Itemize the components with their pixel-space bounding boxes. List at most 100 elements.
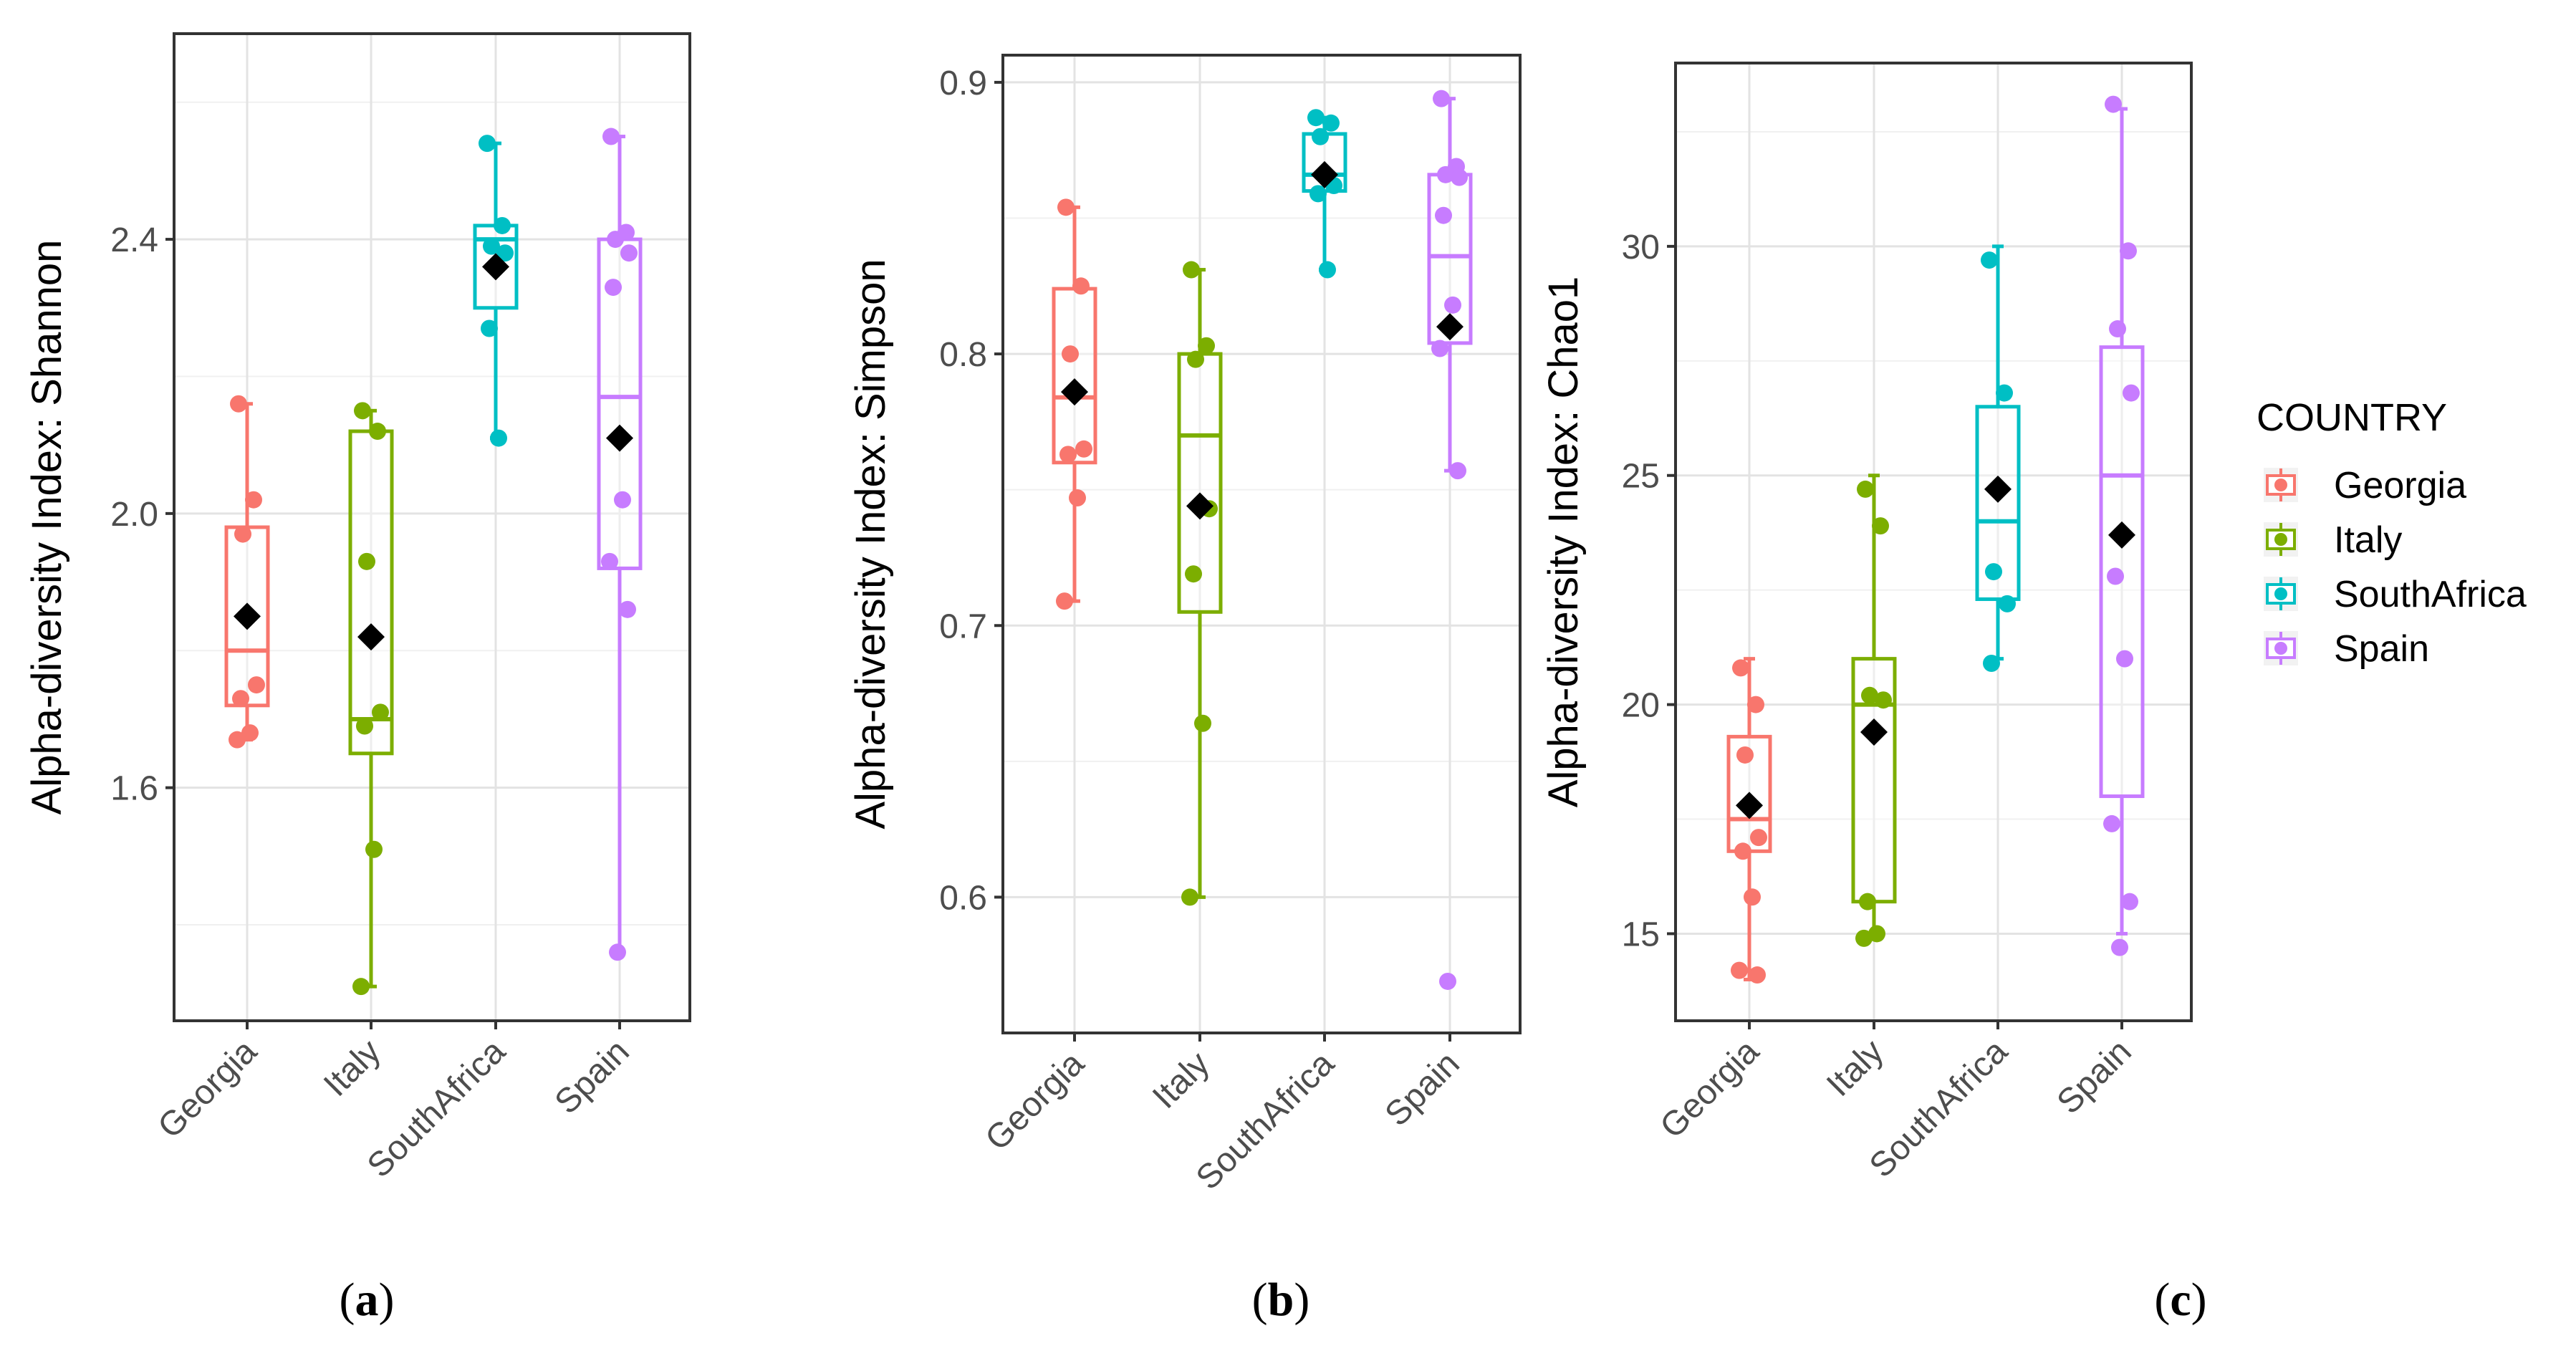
data-point [1731, 961, 1748, 979]
data-point [1069, 489, 1086, 507]
box-Georgia [1052, 205, 1097, 603]
data-point [1736, 746, 1754, 764]
chart-panel-b: 0.6 0.7 0.8 0.9 Alpha-diversity Index: Simps… [847, 54, 1522, 1197]
data-point [1194, 714, 1211, 732]
data-point [1439, 972, 1456, 990]
data-point [601, 552, 618, 570]
y-tick-label: 15 [1622, 915, 1660, 953]
data-point [1187, 350, 1204, 368]
data-point [2107, 567, 2124, 585]
data-point [494, 216, 511, 234]
data-point [1075, 440, 1092, 458]
box-iqr [348, 429, 394, 756]
chart-panel-a: 1.6 2.0 2.4 Alpha-diversity Index: Shannon G… [24, 32, 691, 1185]
data-point [1062, 345, 1079, 363]
mean-marker [1436, 313, 1464, 341]
box-SouthAfrica [473, 141, 519, 441]
x-tick-label: Georgia [1653, 1032, 1767, 1145]
legend-key-point [2274, 642, 2287, 655]
legend-item-SouthAfrica: SouthAfrica [2264, 574, 2527, 615]
data-point [607, 231, 624, 249]
mean-marker [1311, 160, 1338, 188]
data-point [1744, 888, 1761, 906]
data-point [1750, 829, 1767, 847]
legend-label: Georgia [2334, 465, 2466, 506]
legend-key-point [2274, 533, 2287, 546]
data-point [1875, 691, 1892, 709]
data-point [1857, 480, 1874, 498]
data-point [1859, 893, 1876, 910]
mean-marker [2108, 521, 2135, 549]
data-point [1056, 592, 1073, 610]
data-point [2109, 320, 2126, 338]
data-point [1872, 517, 1889, 535]
data-point [1435, 206, 1452, 224]
data-point [356, 717, 373, 735]
chart-panel-c: 15 20 25 30 Alpha-diversity Index: Chao1 Geor… [1540, 62, 2193, 1185]
data-point [1185, 565, 1202, 583]
plot-border [1674, 62, 2193, 1022]
y-tick-label: 0.8 [939, 336, 987, 374]
data-point [1451, 168, 1468, 186]
data-point [1309, 185, 1327, 203]
y-tick-label: 1.6 [110, 770, 158, 808]
box-Spain [1427, 97, 1473, 473]
x-tick-label: Spain [1378, 1044, 1466, 1133]
y-axis-title: Alpha-diversity Index: Chao1 [1540, 277, 1587, 808]
data-point [1433, 90, 1450, 107]
data-point [241, 724, 259, 742]
data-point [2121, 893, 2138, 910]
y-tick-label: 20 [1622, 687, 1660, 725]
legend-key-point [2274, 587, 2287, 600]
data-point [609, 943, 626, 961]
legend-item-Italy: Italy [2264, 519, 2402, 561]
data-point [1437, 165, 1454, 183]
y-tick-label: 0.6 [939, 879, 987, 917]
data-point [234, 525, 251, 543]
plot-border [173, 32, 691, 1022]
data-point [1307, 109, 1325, 127]
legend-item-Georgia: Georgia [2264, 465, 2466, 506]
y-tick-label: 2.0 [110, 496, 158, 534]
data-point [248, 676, 265, 694]
y-tick-label: 0.7 [939, 607, 987, 645]
legend-item-Spain: Spain [2264, 628, 2429, 670]
panel-caption-c: (c) [2154, 1274, 2206, 1326]
mean-marker [357, 623, 385, 651]
box-iqr [1052, 287, 1097, 465]
mean-marker [1061, 378, 1088, 406]
legend-label: SouthAfrica [2334, 574, 2527, 615]
data-point [1181, 888, 1198, 906]
data-point [1449, 462, 1466, 480]
data-point [1747, 696, 1764, 713]
data-point [481, 319, 498, 337]
data-point [2120, 242, 2137, 260]
data-point [1861, 686, 1878, 704]
data-point [614, 491, 631, 509]
data-point [602, 128, 620, 145]
data-point [605, 279, 622, 297]
data-point [1985, 563, 2002, 581]
legend-key-point [2274, 479, 2287, 491]
mean-marker [234, 602, 261, 630]
data-point [358, 552, 375, 570]
data-point [1999, 595, 2016, 612]
data-point [1855, 929, 1873, 947]
legend: COUNTRY Georgia Italy SouthAfrica Spain [2257, 396, 2527, 670]
box-Italy [1177, 268, 1223, 899]
legend-title: COUNTRY [2257, 396, 2447, 439]
x-tick-label: Spain [2049, 1032, 2138, 1121]
data-point [2116, 650, 2133, 668]
box-SouthAfrica [1975, 244, 2021, 661]
y-tick-label: 0.9 [939, 64, 987, 102]
x-tick-label: Georgia [151, 1032, 264, 1145]
data-point [1732, 659, 1749, 677]
y-axis-title: Alpha-diversity Index: Simpson [847, 259, 894, 829]
box-Spain [2099, 107, 2145, 936]
mean-marker [1984, 475, 2012, 503]
mean-marker [606, 424, 633, 452]
data-point [496, 244, 514, 262]
data-point [1319, 261, 1336, 279]
data-point [245, 491, 262, 509]
